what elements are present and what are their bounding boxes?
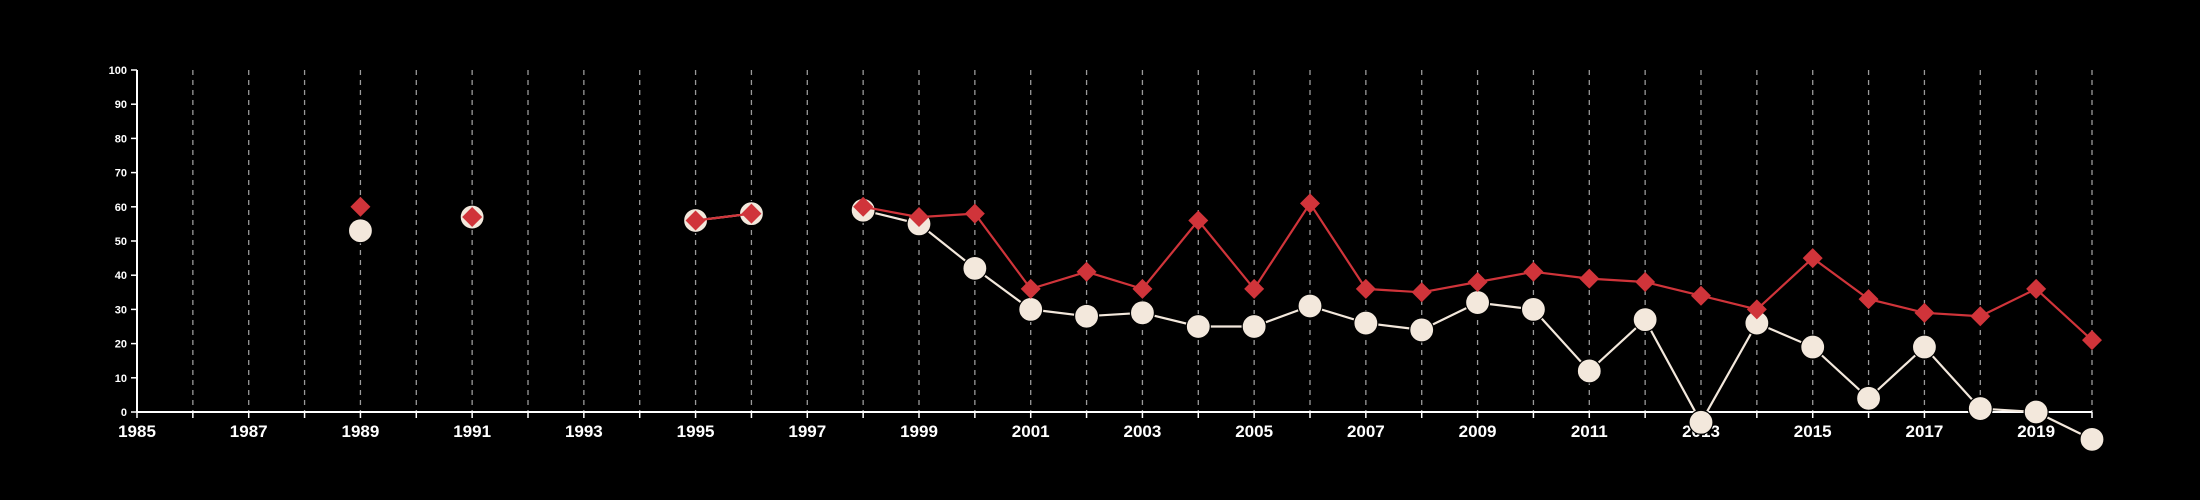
series-1-point-2016 xyxy=(1855,385,1882,411)
series-0-point-1996 xyxy=(741,203,762,224)
axis-layer: 0 10 20 30 40 50 60 70 80 90 100 1985 1987 1989 1991 19… xyxy=(109,65,2093,441)
series-1-point-2009 xyxy=(1464,289,1491,316)
y-tick-label-90: 90 xyxy=(115,99,127,111)
x-tick-label-2009: 2009 xyxy=(1459,422,1497,441)
series-0-point-2009 xyxy=(1467,272,1488,293)
series-0-point-1998 xyxy=(853,196,874,217)
series-0-point-2008 xyxy=(1411,282,1432,303)
x-tick-label-1985: 1985 xyxy=(118,422,156,441)
series-1-point-1989 xyxy=(347,218,374,244)
y-tick-label-70: 70 xyxy=(115,168,127,180)
series-0-point-2006 xyxy=(1300,193,1320,214)
series-0-point-1999 xyxy=(909,207,929,228)
x-tick-label-1987: 1987 xyxy=(230,422,268,441)
x-tick-label-2015: 2015 xyxy=(1794,422,1832,441)
x-tick-label-1997: 1997 xyxy=(788,422,826,441)
x-tick-label-2003: 2003 xyxy=(1124,422,1162,441)
series-0-point-1989 xyxy=(350,196,371,217)
series-1 xyxy=(347,197,2105,452)
y-tick-label-30: 30 xyxy=(115,304,127,316)
x-tick-label-2005: 2005 xyxy=(1235,422,1273,441)
series-1-point-2005 xyxy=(1241,313,1267,340)
y-tick-label-60: 60 xyxy=(115,202,127,214)
series-1-point-2013 xyxy=(1688,409,1714,435)
y-tick-label-80: 80 xyxy=(115,133,127,145)
series-0-point-2018 xyxy=(1970,306,1991,327)
series-0-point-2003 xyxy=(1132,278,1153,299)
y-tick-label-0: 0 xyxy=(121,407,127,419)
series-1-point-2019 xyxy=(2023,399,2049,425)
series-1-point-2010 xyxy=(1520,296,1547,322)
series-0-point-2020 xyxy=(2082,330,2102,351)
series-0-point-2019 xyxy=(2026,278,2047,299)
x-tick-label-2017: 2017 xyxy=(1906,422,1944,441)
x-tick-label-1991: 1991 xyxy=(453,422,491,441)
series-1-point-2000 xyxy=(962,255,988,281)
series-0-line-0 xyxy=(695,212,752,222)
series-0-point-2002 xyxy=(1076,261,1097,282)
series-0-point-2012 xyxy=(1635,272,1656,293)
y-tick-label-40: 40 xyxy=(115,270,127,282)
y-tick-label-50: 50 xyxy=(115,236,127,248)
x-tick-label-1995: 1995 xyxy=(677,422,715,441)
series-0-point-2011 xyxy=(1579,268,1600,289)
series-0-point-2017 xyxy=(1914,302,1935,323)
x-tick-label-1999: 1999 xyxy=(900,422,938,441)
series-0-point-2014 xyxy=(1746,299,1767,320)
y-tick-label-100: 100 xyxy=(109,65,127,77)
series-1-point-2011 xyxy=(1576,358,1602,384)
x-tick-label-2019: 2019 xyxy=(2017,422,2055,441)
series-1-point-2020 xyxy=(2079,426,2105,452)
series-0-point-2005 xyxy=(1244,278,1265,299)
y-tick-label-10: 10 xyxy=(115,373,127,385)
series-1-point-2018 xyxy=(1967,395,1993,422)
series-1-point-2001 xyxy=(1018,296,1044,322)
grid-layer xyxy=(192,70,2093,412)
series-1-point-2002 xyxy=(1073,303,1100,329)
x-tick-label-1989: 1989 xyxy=(342,422,380,441)
series-0-point-2010 xyxy=(1523,261,1544,282)
series-1-point-2007 xyxy=(1353,310,1379,336)
series-0-point-2004 xyxy=(1188,210,1209,231)
x-tick-label-2011: 2011 xyxy=(1571,422,1608,441)
x-tick-label-2007: 2007 xyxy=(1347,422,1385,441)
series-0-point-2007 xyxy=(1355,278,1376,299)
series-0-point-2016 xyxy=(1858,289,1879,310)
series-1-point-2004 xyxy=(1185,313,1211,340)
x-tick-label-2001: 2001 xyxy=(1012,422,1050,441)
series-1-point-2008 xyxy=(1409,317,1435,343)
series-1-point-2017 xyxy=(1911,334,1938,360)
series-1-point-2006 xyxy=(1297,293,1323,319)
series-0-point-2013 xyxy=(1691,285,1711,306)
series-0-point-2015 xyxy=(1802,248,1823,269)
series-0-point-2000 xyxy=(964,203,985,224)
series-0 xyxy=(350,193,2102,351)
series-0-point-2001 xyxy=(1020,278,1041,299)
series-layer xyxy=(347,193,2105,452)
series-1-point-2015 xyxy=(1800,334,1826,360)
series-1-point-2012 xyxy=(1632,307,1658,333)
series-1-point-2003 xyxy=(1129,300,1156,326)
x-tick-label-1993: 1993 xyxy=(565,422,603,441)
series-0-point-1991 xyxy=(462,207,483,228)
series-0-point-1995 xyxy=(685,210,706,231)
y-tick-label-20: 20 xyxy=(115,339,127,351)
